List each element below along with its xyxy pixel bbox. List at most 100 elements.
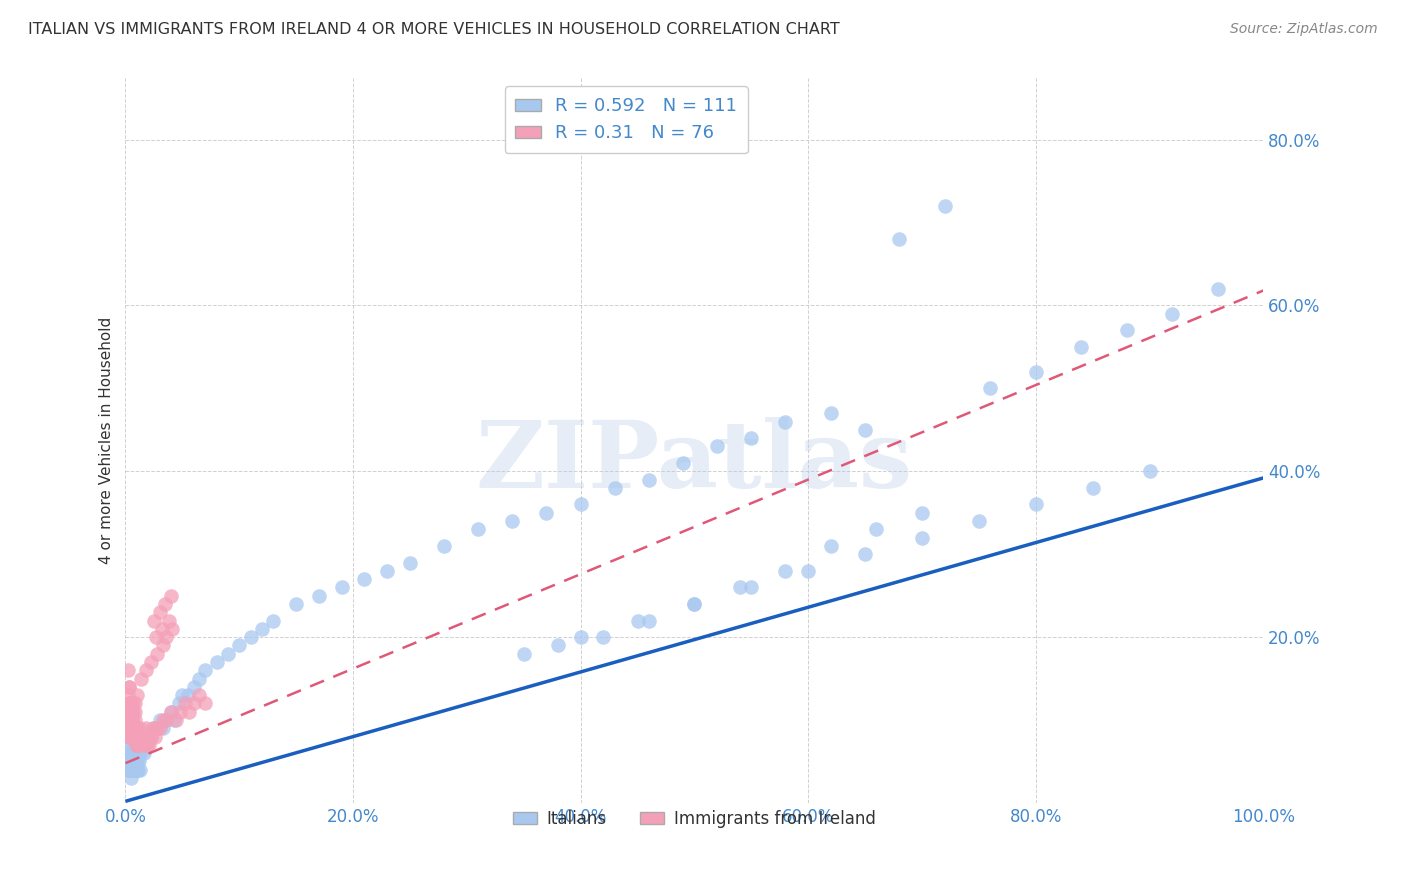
Point xyxy=(145,630,167,644)
Point xyxy=(118,697,141,711)
Point xyxy=(683,597,706,611)
Point xyxy=(120,763,142,777)
Point xyxy=(177,688,200,702)
Point xyxy=(638,614,661,628)
Point xyxy=(118,722,141,736)
Point xyxy=(120,746,142,760)
Point xyxy=(139,730,162,744)
Point xyxy=(118,680,141,694)
Point xyxy=(125,755,148,769)
Point xyxy=(501,514,523,528)
Point xyxy=(375,564,398,578)
Point xyxy=(125,688,148,702)
Point xyxy=(330,580,353,594)
Point xyxy=(775,564,797,578)
Legend: Italians, Immigrants from Ireland: Italians, Immigrants from Ireland xyxy=(506,803,882,835)
Point xyxy=(118,730,141,744)
Text: ITALIAN VS IMMIGRANTS FROM IRELAND 4 OR MORE VEHICLES IN HOUSEHOLD CORRELATION C: ITALIAN VS IMMIGRANTS FROM IRELAND 4 OR … xyxy=(28,22,839,37)
Point xyxy=(120,705,142,719)
Point xyxy=(136,730,159,744)
Point xyxy=(120,722,142,736)
Point xyxy=(118,746,141,760)
Point xyxy=(118,713,141,727)
Point xyxy=(118,738,141,752)
Point xyxy=(740,580,762,594)
Point xyxy=(131,730,153,744)
Point xyxy=(125,738,148,752)
Point xyxy=(131,738,153,752)
Point xyxy=(121,763,143,777)
Point xyxy=(125,755,148,769)
Point xyxy=(118,697,141,711)
Point xyxy=(152,713,174,727)
Text: ZIPatlas: ZIPatlas xyxy=(475,417,912,507)
Point xyxy=(122,755,145,769)
Point xyxy=(157,614,180,628)
Point xyxy=(188,672,211,686)
Point xyxy=(467,522,489,536)
Point xyxy=(149,605,172,619)
Point xyxy=(160,705,183,719)
Point xyxy=(124,705,146,719)
Point xyxy=(155,630,177,644)
Point xyxy=(163,713,186,727)
Point xyxy=(117,688,139,702)
Point xyxy=(122,722,145,736)
Point xyxy=(131,746,153,760)
Point xyxy=(134,730,156,744)
Point xyxy=(146,647,169,661)
Point xyxy=(262,614,284,628)
Point xyxy=(194,697,217,711)
Point xyxy=(129,722,152,736)
Point xyxy=(160,622,183,636)
Point xyxy=(1025,498,1047,512)
Point xyxy=(173,697,195,711)
Point xyxy=(603,481,626,495)
Point xyxy=(820,406,842,420)
Point xyxy=(728,580,751,594)
Point xyxy=(120,771,142,785)
Point xyxy=(536,506,558,520)
Point xyxy=(118,755,141,769)
Point xyxy=(1206,282,1229,296)
Point xyxy=(122,763,145,777)
Point xyxy=(135,730,157,744)
Point xyxy=(228,639,250,653)
Point xyxy=(172,688,194,702)
Point xyxy=(205,655,228,669)
Point xyxy=(118,680,141,694)
Point xyxy=(128,746,150,760)
Point xyxy=(967,514,990,528)
Point xyxy=(125,763,148,777)
Point xyxy=(118,705,141,719)
Point xyxy=(124,713,146,727)
Point xyxy=(118,713,141,727)
Point xyxy=(117,713,139,727)
Point xyxy=(797,564,820,578)
Point xyxy=(155,713,177,727)
Point xyxy=(934,199,956,213)
Point xyxy=(1070,340,1092,354)
Point xyxy=(626,614,648,628)
Point xyxy=(118,730,141,744)
Point xyxy=(638,473,661,487)
Point xyxy=(125,746,148,760)
Point xyxy=(129,763,152,777)
Point xyxy=(547,639,569,653)
Point xyxy=(121,713,143,727)
Point xyxy=(152,639,174,653)
Point xyxy=(308,589,330,603)
Point xyxy=(125,722,148,736)
Point xyxy=(740,431,762,445)
Point xyxy=(569,630,592,644)
Point xyxy=(118,763,141,777)
Point xyxy=(146,722,169,736)
Point xyxy=(853,423,876,437)
Point xyxy=(194,663,217,677)
Point xyxy=(683,597,706,611)
Point xyxy=(149,722,172,736)
Y-axis label: 4 or more Vehicles in Household: 4 or more Vehicles in Household xyxy=(100,317,114,564)
Point xyxy=(1081,481,1104,495)
Point xyxy=(117,663,139,677)
Text: Source: ZipAtlas.com: Source: ZipAtlas.com xyxy=(1230,22,1378,37)
